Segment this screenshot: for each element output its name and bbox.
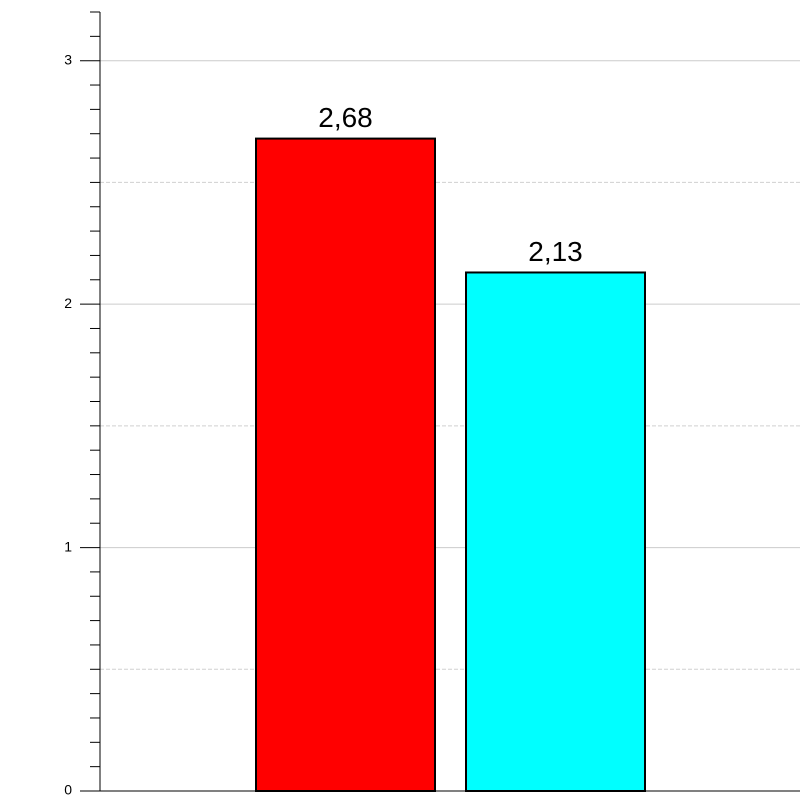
y-tick-label: 1 bbox=[64, 538, 72, 554]
y-tick-label: 0 bbox=[64, 782, 72, 798]
bar bbox=[255, 137, 436, 792]
y-tick-label: 2 bbox=[64, 295, 72, 311]
value-label: 2,68 bbox=[318, 102, 373, 133]
value-label: 2,13 bbox=[528, 236, 583, 267]
bar bbox=[465, 271, 646, 792]
y-tick-label: 3 bbox=[64, 51, 72, 67]
